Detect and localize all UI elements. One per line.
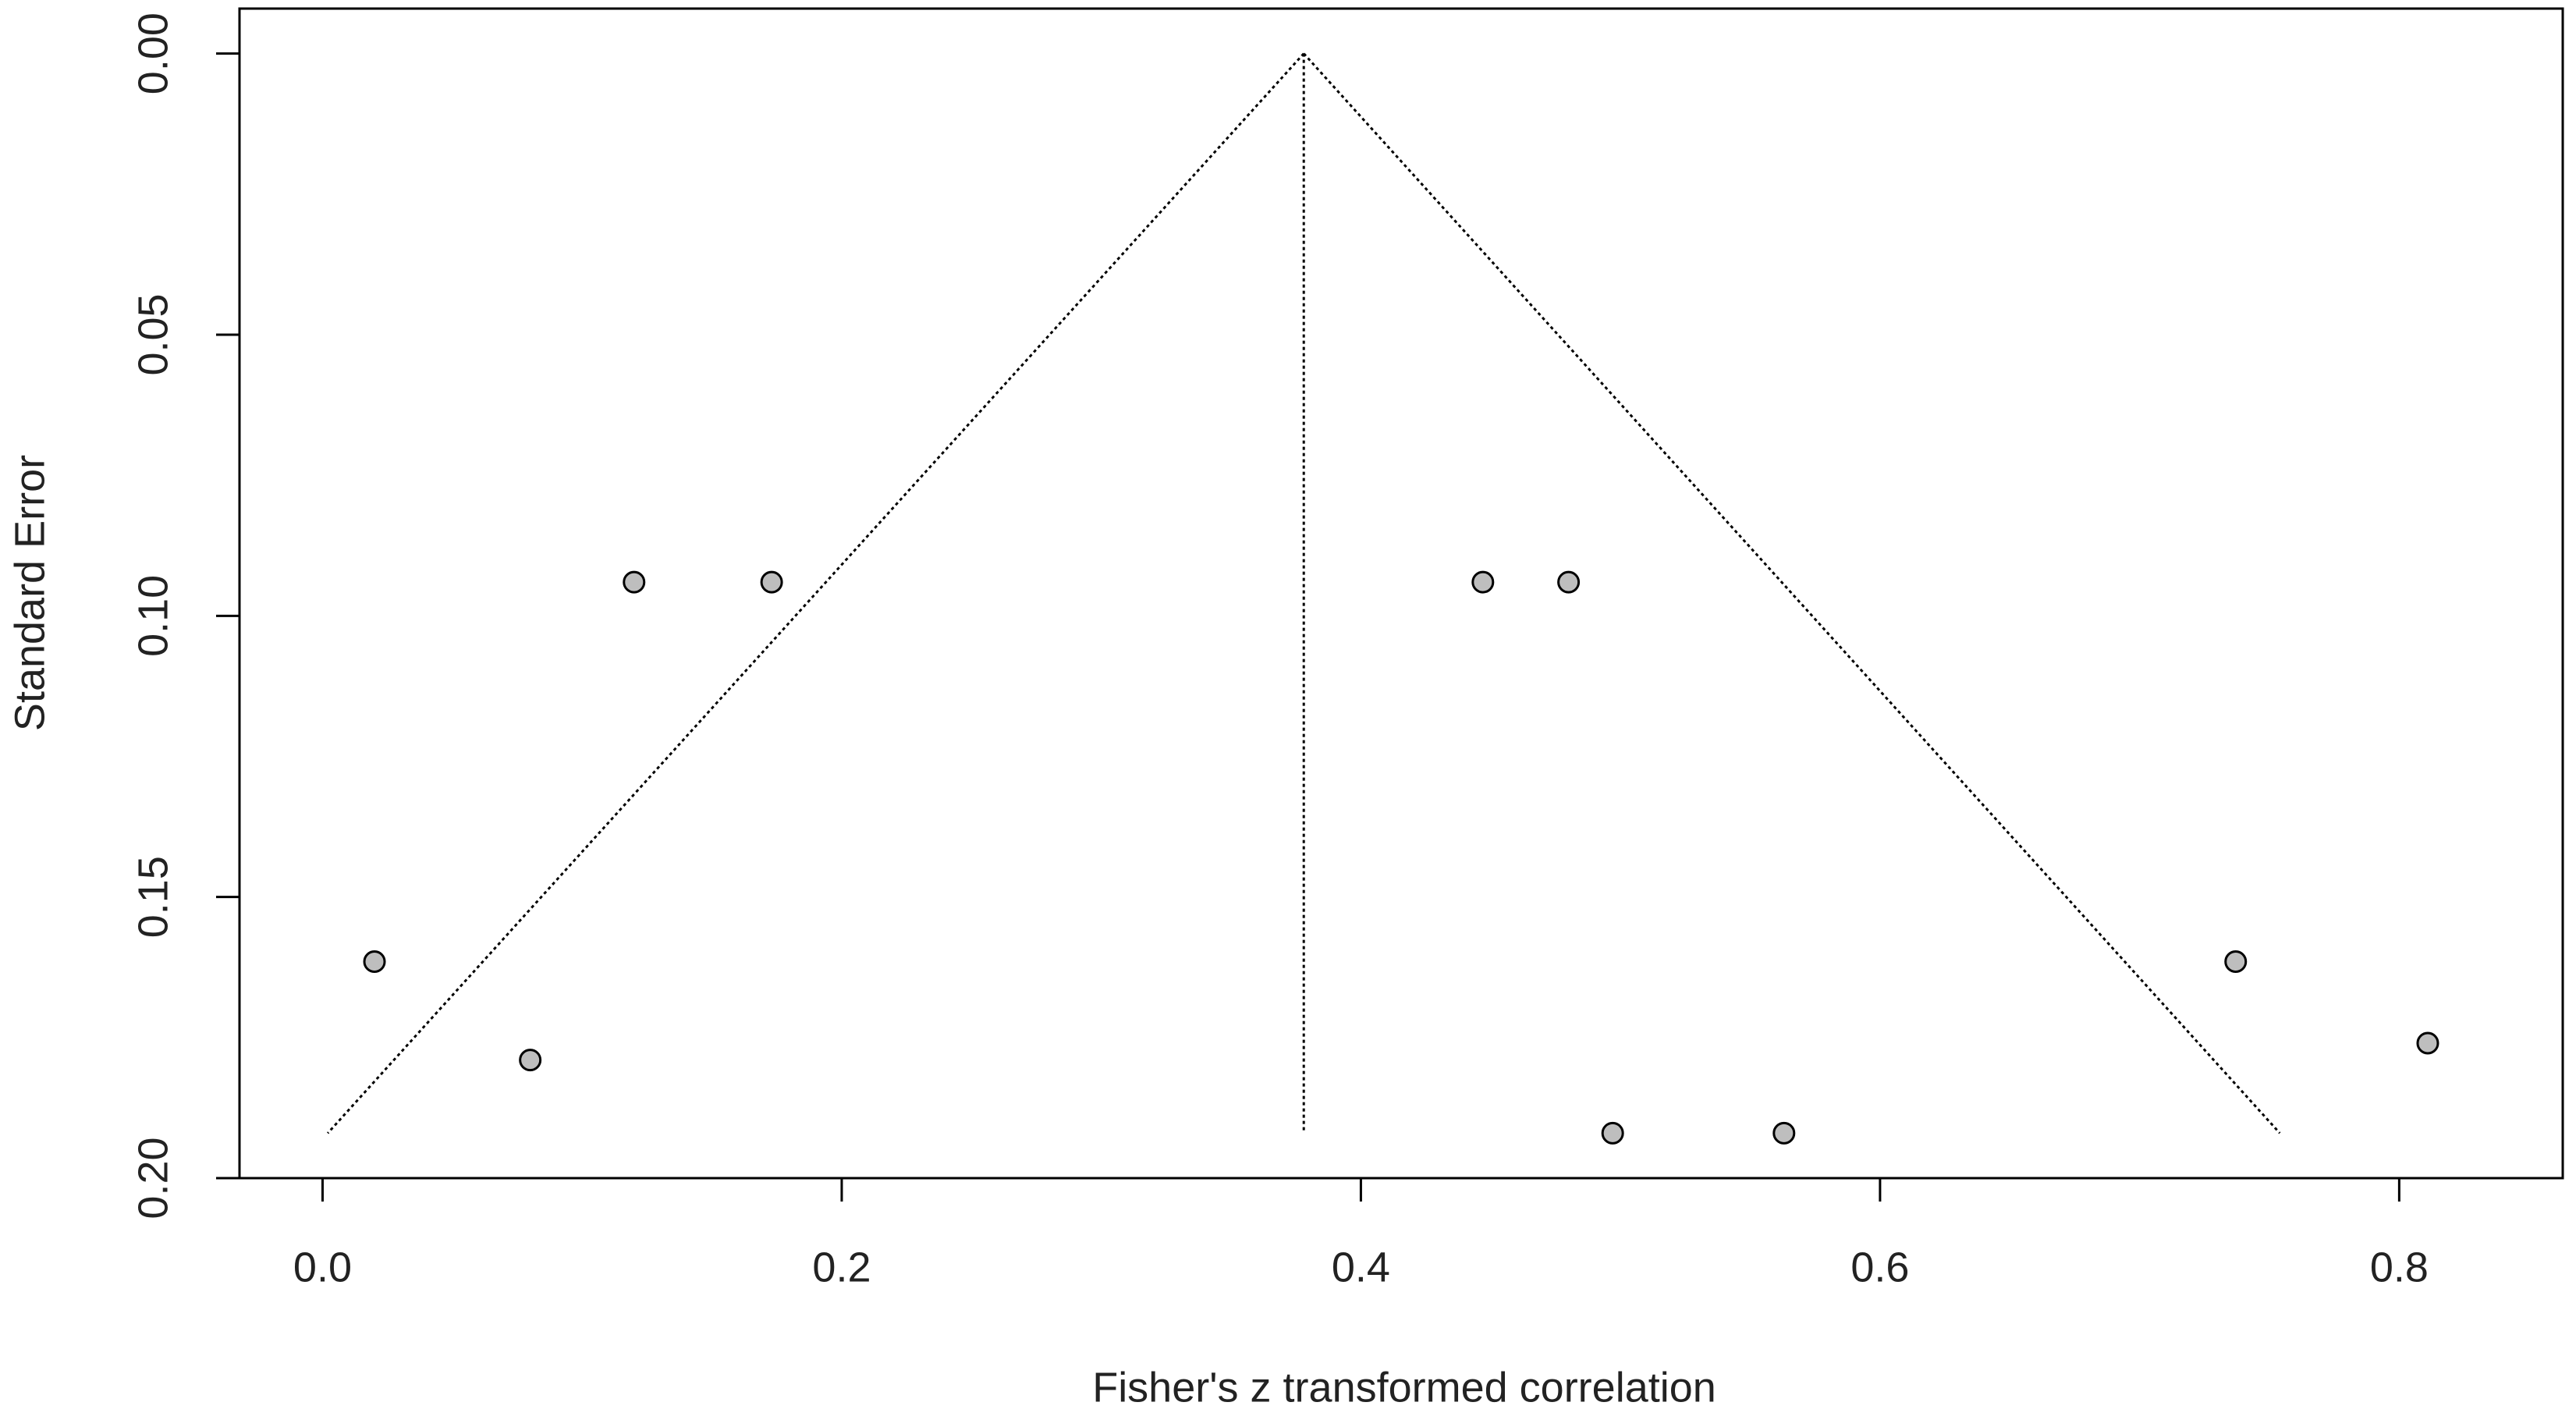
x-tick-label: 0.6	[1850, 1244, 1909, 1290]
point	[2224, 950, 2248, 974]
point	[760, 570, 783, 594]
funnel-left	[327, 52, 1305, 1134]
plot-box	[238, 7, 2564, 1180]
point	[623, 570, 646, 594]
y-tick-label: 0.05	[130, 293, 176, 375]
x-tick-label: 0.0	[293, 1244, 352, 1290]
y-axis-title: Standard Error	[6, 455, 53, 731]
point	[1557, 570, 1581, 594]
x-tick-label: 0.4	[1332, 1244, 1390, 1290]
funnel-right	[1303, 52, 2281, 1134]
point	[1601, 1121, 1624, 1145]
y-tick-label: 0.00	[130, 12, 176, 94]
point	[2416, 1031, 2439, 1055]
x-axis-title: Fisher's z transformed correlation	[1092, 1364, 1716, 1411]
y-tick-label: 0.15	[130, 856, 176, 938]
x-tick-label: 0.8	[2370, 1244, 2429, 1290]
point	[1471, 570, 1495, 594]
y-tick-label: 0.20	[130, 1137, 176, 1219]
point	[519, 1049, 542, 1072]
y-tick-label: 0.10	[130, 575, 176, 657]
point	[1772, 1121, 1796, 1145]
point	[363, 950, 386, 974]
x-tick-label: 0.2	[812, 1244, 871, 1290]
